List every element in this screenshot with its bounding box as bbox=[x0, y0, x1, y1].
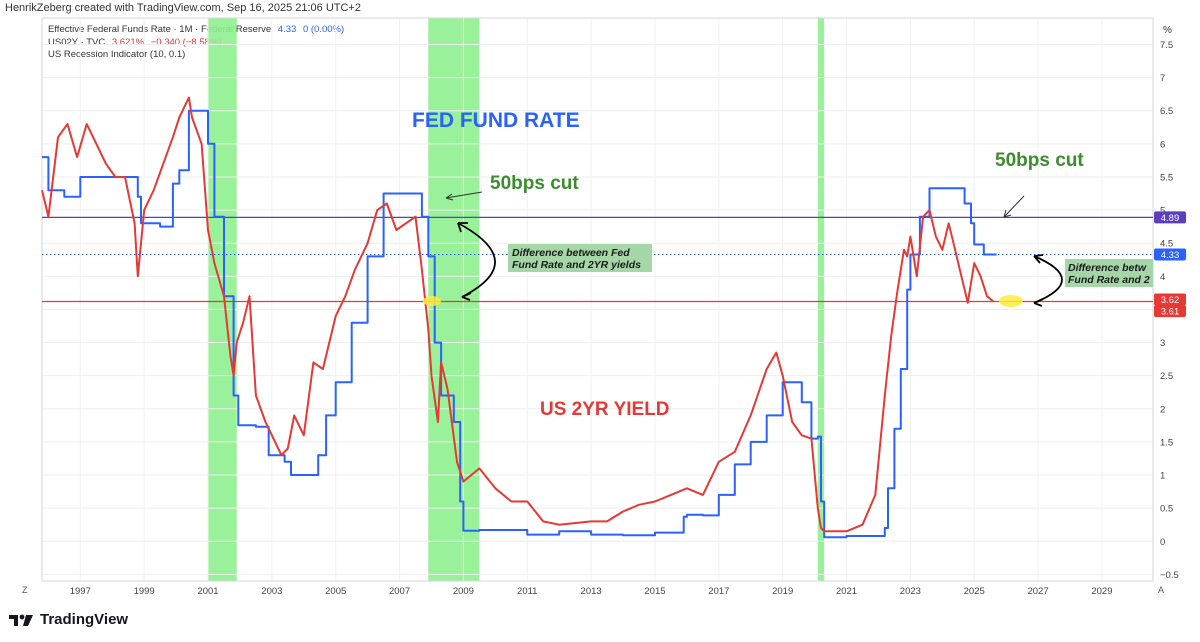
brand-name: TradingView bbox=[40, 611, 129, 628]
x-tick-label: 2003 bbox=[261, 586, 282, 597]
x-tick-label: 2029 bbox=[1091, 586, 1112, 597]
series-line-us2y bbox=[41, 96, 995, 533]
y-tick-label: 0.5 bbox=[1160, 504, 1173, 515]
x-tick-label: 2027 bbox=[1027, 586, 1048, 597]
x-tick-label: 2017 bbox=[708, 586, 729, 597]
price-tag-bg-2 bbox=[1154, 293, 1186, 306]
x-tick-label: 2019 bbox=[772, 586, 793, 597]
plot-frame bbox=[41, 17, 1154, 582]
diff-arrow-2-head-a bbox=[1033, 254, 1044, 264]
x-tick-label: 2013 bbox=[581, 586, 602, 597]
x-tick-label: 2001 bbox=[197, 586, 218, 597]
yield-title: US 2YR YIELD bbox=[540, 399, 670, 420]
price-tags: 4.89 4.33 3.623.61 bbox=[1154, 211, 1186, 318]
diff-arrow-2 bbox=[1033, 255, 1063, 304]
y-tick-label: 4.5 bbox=[1160, 239, 1173, 250]
y-tick-label: 2 bbox=[1160, 404, 1165, 415]
auto-scale-button[interactable]: A bbox=[1158, 585, 1165, 595]
legend-recession[interactable]: US Recession Indicator (10, 0.1) bbox=[48, 49, 344, 62]
diff-arrow-1-head-b bbox=[461, 292, 472, 301]
legend-fed-change: 0 (0.00%) bbox=[302, 24, 345, 35]
diff-arrow-1 bbox=[457, 222, 496, 298]
y-tick-label: 6.5 bbox=[1160, 106, 1173, 117]
chart-canvas[interactable]: Difference between Fed Fund Rate and 2YR… bbox=[0, 0, 1200, 600]
diff-box-2 bbox=[1065, 259, 1153, 287]
y-tick-label: −0.5 bbox=[1160, 570, 1179, 581]
legend-us2y-change: −0.340 (−8.58%) bbox=[150, 36, 222, 48]
cut-pointer-1-head bbox=[445, 193, 454, 201]
x-tick-label: 2011 bbox=[517, 586, 537, 597]
grid-lines bbox=[42, 18, 1153, 581]
y-tick-label: 4 bbox=[1160, 272, 1165, 283]
legend-recession-label: US Recession Indicator (10, 0.1) bbox=[48, 49, 186, 60]
price-tag-0: 4.89 bbox=[1161, 213, 1180, 224]
series-lines bbox=[41, 96, 997, 539]
legend-fed-label: Effective Federal Funds Rate · 1M · Fede… bbox=[48, 24, 272, 35]
timezone-button[interactable]: Z bbox=[22, 585, 28, 595]
chart-legend: Effective Federal Funds Rate · 1M · Fede… bbox=[48, 24, 344, 62]
legend-fed[interactable]: Effective Federal Funds Rate · 1M · Fede… bbox=[48, 24, 344, 37]
x-tick-label: 2007 bbox=[389, 586, 410, 597]
price-tag-2: 3.62 bbox=[1161, 295, 1180, 306]
diff-2-line1: Difference betw bbox=[1068, 262, 1147, 274]
recession-band-0 bbox=[208, 18, 237, 581]
cut-pointer-1 bbox=[445, 191, 483, 199]
y-tick-label: 2.5 bbox=[1160, 371, 1173, 382]
footer-brand: TradingView bbox=[8, 611, 128, 628]
chart-credit: HenrikZeberg created with TradingView.co… bbox=[5, 2, 361, 14]
y-tick-label: 0 bbox=[1160, 537, 1165, 548]
price-tag-bg-0 bbox=[1154, 211, 1186, 224]
legend-us2y-value: 3.621% bbox=[111, 36, 145, 48]
legend-us2y[interactable]: US02Y · TVC 3.621% −0.340 (−8.58%) bbox=[48, 37, 344, 50]
price-tag-3: 3.61 bbox=[1161, 307, 1180, 318]
y-tick-label: 7 bbox=[1160, 73, 1165, 84]
x-tick-label: 2023 bbox=[900, 586, 921, 597]
diff-arrow-1-head-a bbox=[457, 222, 468, 233]
x-tick-label: 2021 bbox=[836, 586, 857, 597]
diff-2-line2: Fund Rate and 2 bbox=[1068, 274, 1150, 286]
diff-1-line1: Difference between Fed bbox=[512, 247, 630, 259]
cut-pointer-2 bbox=[1003, 195, 1025, 218]
x-tick-label: 2005 bbox=[325, 586, 346, 597]
marker-2008 bbox=[423, 296, 441, 306]
x-tick-label: 2025 bbox=[964, 586, 985, 597]
recession-bands bbox=[208, 18, 825, 581]
series-line-fed-funds bbox=[42, 109, 997, 539]
annotations: Difference between Fed Fund Rate and 2YR… bbox=[412, 109, 1153, 420]
legend-fed-value: 4.33 bbox=[277, 24, 297, 35]
price-tag-bg-1 bbox=[1154, 248, 1186, 261]
legend-us2y-label: US02Y · TVC bbox=[48, 36, 106, 48]
y-tick-label: 6 bbox=[1160, 139, 1165, 150]
y-tick-label: 5 bbox=[1160, 206, 1165, 217]
x-tick-label: 1997 bbox=[70, 586, 91, 597]
diff-arrow-2-head-b bbox=[1033, 298, 1044, 307]
marker-2025 bbox=[999, 295, 1023, 307]
recession-band-2 bbox=[817, 18, 825, 581]
cut-label-1: 50bps cut bbox=[490, 173, 579, 194]
y-tick-label: 7.5 bbox=[1160, 40, 1173, 51]
y-tick-label: 3 bbox=[1160, 338, 1165, 349]
x-tick-label: 2015 bbox=[644, 586, 665, 597]
y-tick-label: 5.5 bbox=[1160, 172, 1173, 183]
price-tag-bg-3 bbox=[1154, 305, 1186, 318]
cut-label-2: 50bps cut bbox=[995, 150, 1084, 171]
cut-pointer-2-head bbox=[1003, 209, 1012, 218]
y-tick-label: 1.5 bbox=[1160, 437, 1173, 448]
price-tag-1: 4.33 bbox=[1161, 250, 1180, 261]
axis-unit: % bbox=[1163, 25, 1172, 36]
tradingview-logo-icon bbox=[9, 614, 33, 626]
x-tick-label: 2009 bbox=[453, 586, 474, 597]
diff-box-1 bbox=[508, 244, 652, 272]
y-tick-label: 1 bbox=[1160, 471, 1165, 482]
fed-title: FED FUND RATE bbox=[412, 109, 580, 132]
x-tick-label: 1999 bbox=[134, 586, 155, 597]
x-axis: 1997 1999 2001 2003 2005 2007 2009 2011 2013 2015… bbox=[70, 586, 1113, 597]
diff-1-line2: Fund Rate and 2YR yields bbox=[512, 259, 641, 271]
